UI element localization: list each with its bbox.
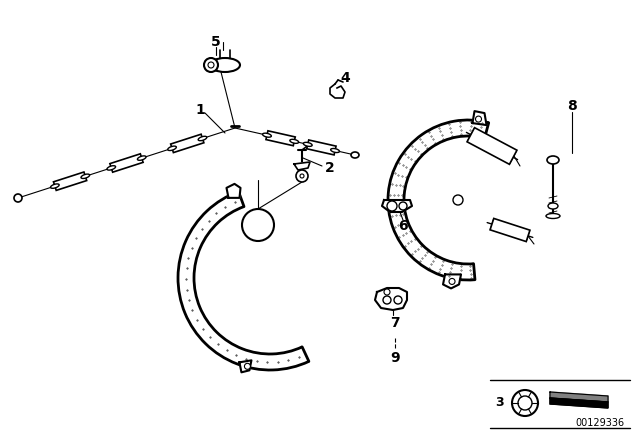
Ellipse shape <box>168 146 177 151</box>
Text: 3: 3 <box>253 217 263 233</box>
Ellipse shape <box>198 136 207 141</box>
Circle shape <box>244 363 250 369</box>
Polygon shape <box>472 111 486 125</box>
Text: 3: 3 <box>496 396 504 409</box>
Circle shape <box>399 202 407 210</box>
Circle shape <box>14 194 22 202</box>
Polygon shape <box>375 288 407 310</box>
Polygon shape <box>266 131 295 146</box>
Ellipse shape <box>51 184 59 188</box>
Ellipse shape <box>107 166 116 170</box>
Circle shape <box>384 289 390 295</box>
Circle shape <box>387 201 397 211</box>
Circle shape <box>383 296 391 304</box>
Ellipse shape <box>303 142 312 146</box>
Polygon shape <box>550 392 608 402</box>
Text: 9: 9 <box>390 351 400 365</box>
Text: 4: 4 <box>340 71 350 85</box>
Circle shape <box>242 209 274 241</box>
Polygon shape <box>294 162 310 170</box>
Text: 5: 5 <box>211 35 221 49</box>
Ellipse shape <box>331 148 339 152</box>
Ellipse shape <box>548 203 558 209</box>
Ellipse shape <box>81 174 90 178</box>
Polygon shape <box>490 219 530 241</box>
Text: 2: 2 <box>325 161 335 175</box>
Circle shape <box>453 195 463 205</box>
Circle shape <box>449 278 455 284</box>
Polygon shape <box>467 128 517 164</box>
Polygon shape <box>110 154 143 172</box>
Polygon shape <box>54 172 86 190</box>
Circle shape <box>512 390 538 416</box>
Circle shape <box>476 116 481 122</box>
Ellipse shape <box>290 139 299 143</box>
Polygon shape <box>550 398 608 408</box>
Text: 00129336: 00129336 <box>576 418 625 428</box>
Ellipse shape <box>547 156 559 164</box>
Polygon shape <box>171 134 204 153</box>
Text: 6: 6 <box>398 219 408 233</box>
Text: 8: 8 <box>567 99 577 113</box>
Ellipse shape <box>351 152 359 158</box>
Circle shape <box>204 58 218 72</box>
Ellipse shape <box>138 156 146 160</box>
Polygon shape <box>382 200 412 212</box>
Circle shape <box>296 170 308 182</box>
Circle shape <box>300 174 304 178</box>
Text: 7: 7 <box>390 316 400 330</box>
Ellipse shape <box>210 58 240 72</box>
Polygon shape <box>443 275 461 289</box>
Circle shape <box>518 396 532 410</box>
Polygon shape <box>239 360 252 372</box>
Ellipse shape <box>546 214 560 219</box>
Polygon shape <box>227 184 241 198</box>
Text: 1: 1 <box>195 103 205 117</box>
Ellipse shape <box>262 133 271 137</box>
Polygon shape <box>307 140 336 155</box>
Circle shape <box>394 296 402 304</box>
